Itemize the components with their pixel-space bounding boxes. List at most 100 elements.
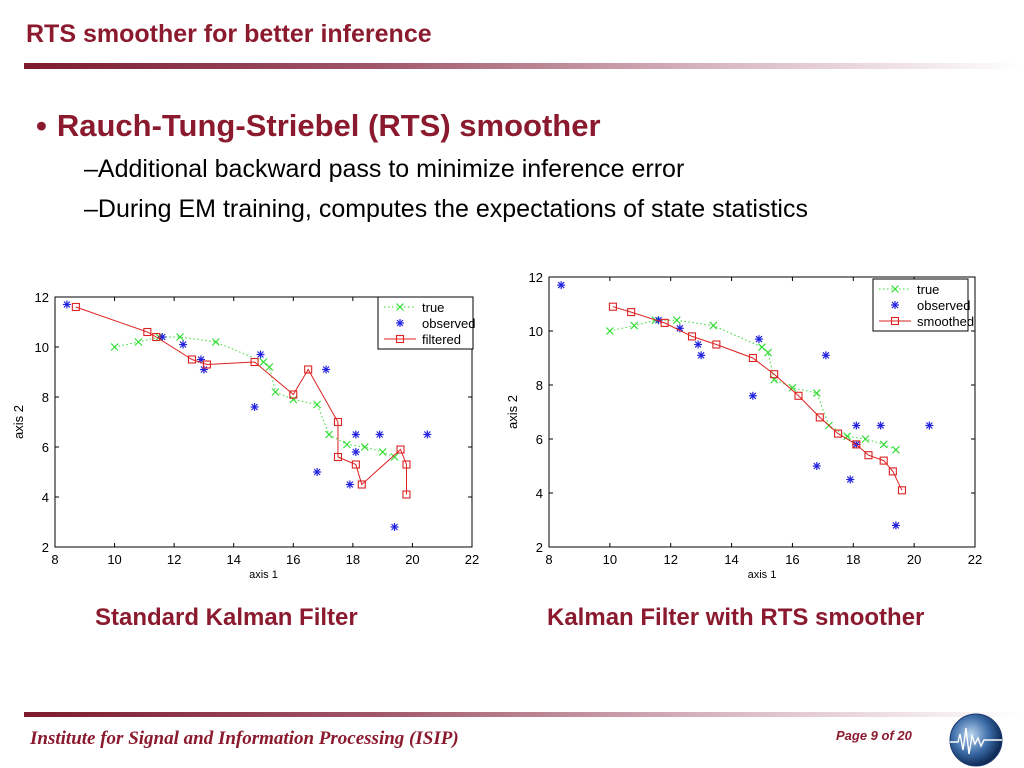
legend-marker-true xyxy=(891,285,899,293)
y-tick-label: 6 xyxy=(536,432,543,447)
data-point-true xyxy=(630,321,639,330)
data-point-smoothed xyxy=(712,340,721,349)
data-point-filtered xyxy=(143,327,152,337)
bullet-dot-icon: • xyxy=(36,108,47,143)
x-tick-label: 12 xyxy=(663,552,677,567)
data-point-true xyxy=(378,448,387,456)
x-tick-label: 22 xyxy=(465,552,479,567)
data-point-filtered xyxy=(357,480,366,489)
data-point-true xyxy=(289,395,298,404)
isip-logo-icon xyxy=(949,713,1003,767)
data-point-observed xyxy=(313,468,322,476)
data-point-true xyxy=(861,435,870,443)
data-point-smoothed xyxy=(815,413,824,422)
y-tick-label: 4 xyxy=(42,490,49,505)
data-point-observed xyxy=(812,462,821,470)
x-tick-label: 8 xyxy=(51,552,58,567)
legend-label-true: true xyxy=(917,282,939,297)
main-bullet: • Rauch-Tung-Striebel (RTS) smoother xyxy=(36,108,601,144)
series-line-filtered xyxy=(75,306,407,495)
data-point-smoothed xyxy=(660,318,669,327)
main-bullet-text: Rauch-Tung-Striebel (RTS) smoother xyxy=(56,108,601,143)
data-point-filtered xyxy=(304,365,313,374)
x-tick-label: 16 xyxy=(286,552,300,567)
x-tick-label: 16 xyxy=(785,552,799,567)
data-point-observed xyxy=(925,421,934,430)
caption-standard-kalman: Standard Kalman Filter xyxy=(95,604,358,631)
data-point-true xyxy=(325,430,333,439)
data-point-observed xyxy=(748,391,757,400)
x-tick-label: 18 xyxy=(846,552,860,567)
series-line-smoothed xyxy=(612,306,903,491)
page-number: Page 9 of 20 xyxy=(836,728,912,743)
data-point-observed xyxy=(256,350,265,359)
slide-title: RTS smoother for better inference xyxy=(26,20,432,48)
data-point-observed xyxy=(697,351,706,360)
legend-label-filtered: filtered xyxy=(422,332,461,347)
data-point-filtered xyxy=(396,445,405,454)
data-point-true xyxy=(271,388,280,396)
x-tick-label: 12 xyxy=(167,552,181,567)
data-point-observed xyxy=(390,523,399,531)
data-point-smoothed xyxy=(879,456,888,465)
data-point-true xyxy=(891,445,900,454)
data-point-true xyxy=(812,389,821,398)
legend-marker-observed xyxy=(891,301,899,309)
data-point-observed xyxy=(351,448,360,456)
data-point-observed xyxy=(846,475,855,484)
data-point-observed xyxy=(821,351,830,360)
data-point-smoothed xyxy=(897,486,907,495)
x-tick-label: 20 xyxy=(405,552,419,567)
data-point-filtered xyxy=(289,390,298,399)
y-axis-label: axis 2 xyxy=(11,405,26,439)
data-point-smoothed xyxy=(794,391,803,400)
data-point-filtered xyxy=(351,460,360,469)
y-tick-label: 12 xyxy=(35,290,49,305)
data-point-true xyxy=(110,343,119,351)
data-point-observed xyxy=(351,430,360,439)
data-point-smoothed xyxy=(834,429,843,438)
data-point-true xyxy=(360,443,369,451)
data-point-observed xyxy=(62,300,71,309)
footer-institute: Institute for Signal and Information Pro… xyxy=(30,728,459,749)
data-point-filtered xyxy=(202,360,211,369)
y-tick-label: 6 xyxy=(42,440,49,455)
data-point-true xyxy=(672,316,681,325)
data-point-filtered xyxy=(71,302,80,312)
data-point-true xyxy=(265,363,274,371)
y-tick-label: 10 xyxy=(35,340,49,355)
data-point-smoothed xyxy=(748,353,757,363)
data-point-true xyxy=(788,383,797,392)
data-point-observed xyxy=(557,281,566,290)
legend-label-observed: observed xyxy=(422,316,475,331)
x-tick-label: 20 xyxy=(907,552,921,567)
title-divider xyxy=(24,63,1024,69)
y-tick-label: 8 xyxy=(42,390,49,405)
data-point-true xyxy=(879,440,888,449)
x-tick-label: 10 xyxy=(603,552,617,567)
legend-box xyxy=(377,296,474,350)
x-tick-label: 22 xyxy=(968,552,982,567)
data-point-true xyxy=(390,453,399,461)
data-point-observed xyxy=(345,480,354,489)
data-point-smoothed xyxy=(888,467,897,476)
y-axis-label: axis 2 xyxy=(505,395,520,429)
data-point-true xyxy=(259,358,268,366)
data-point-true xyxy=(313,400,322,409)
data-point-observed xyxy=(754,335,763,344)
data-point-filtered xyxy=(187,355,197,364)
data-point-filtered xyxy=(402,490,411,499)
y-tick-label: 2 xyxy=(536,540,543,555)
footer-divider xyxy=(24,712,1024,717)
data-point-true xyxy=(134,338,143,346)
data-point-smoothed xyxy=(608,302,617,311)
data-point-true xyxy=(843,432,852,441)
y-tick-label: 2 xyxy=(42,540,49,555)
data-point-filtered xyxy=(333,417,343,427)
legend-marker-true xyxy=(396,303,404,311)
sub-bullet-1: –Additional backward pass to minimize in… xyxy=(84,155,685,183)
data-point-smoothed xyxy=(852,440,861,449)
legend-marker-filtered xyxy=(395,334,405,344)
y-tick-label: 8 xyxy=(536,378,543,393)
legend-marker-smoothed xyxy=(890,316,900,326)
